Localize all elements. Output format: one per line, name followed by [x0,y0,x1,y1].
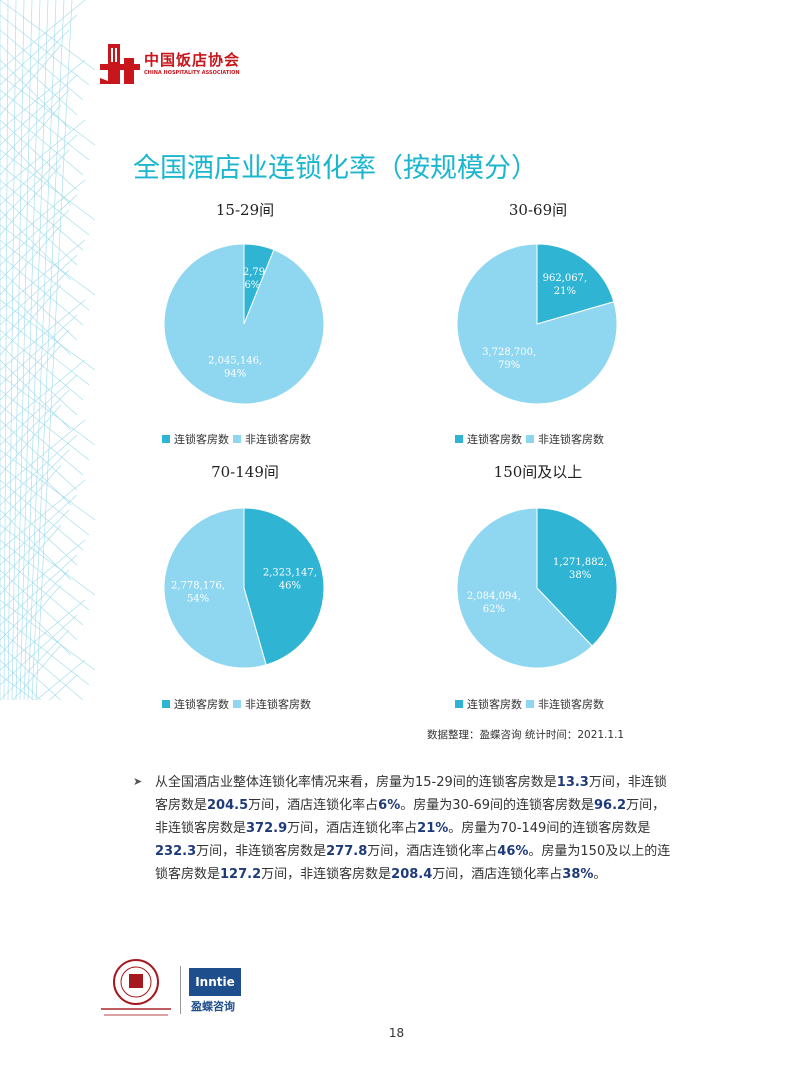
paragraph-text: 万间，非连锁客房数是 [196,844,327,859]
highlight-value: 13.3 [556,775,589,790]
chart-title-4: 150间及以上 [493,463,583,481]
highlight-value: 6% [378,798,401,813]
summary-paragraph: 从全国酒店业整体连锁化率情况来看，房量为15-29间的连锁客房数是13.3万间，… [155,771,675,886]
slice-percent-label: 46% [279,581,301,592]
slice-percent-label: 54% [187,593,209,604]
pie-slice-chain [536,507,618,647]
pie-slice-nonchain [163,507,267,669]
paragraph-text: 万间，酒店连锁化率占 [432,867,563,882]
pie-slice-chain [536,243,615,325]
legend-2: 连锁客房数 非连锁客房数 [455,431,604,447]
legend-swatch-nonchain [233,435,241,443]
highlight-value: 21% [417,821,449,836]
page-number: 18 [388,1026,405,1040]
slice-percent-label: 62% [483,604,505,615]
legend-label-nonchain: 非连锁客房数 [245,698,311,711]
legend-label-chain: 连锁客房数 [467,433,522,446]
legend-swatch-chain [455,435,463,443]
paragraph-text: 万间，非连锁客房数是 [155,798,666,836]
slice-value-label: 1,271,882, [553,557,607,568]
arrow-bullet-icon: ➤ [133,775,143,788]
slice-value-label: 2,778,176, [171,580,225,591]
org-name: 中国饭店协会 [144,51,241,69]
org-name-en: CHINA HOSPITALITY ASSOCIATION [144,70,240,76]
highlight-value: 277.8 [326,844,368,859]
slice-value-label: 962,067, [543,273,588,284]
pie-slice-nonchain [456,243,618,405]
decorative-wire-pattern [0,0,96,700]
paragraph-text: 从全国酒店业整体连锁化率情况来看，房量为15-29间的连锁客房数是 [155,775,557,790]
highlight-value: 372.9 [246,821,288,836]
inntie-logo: Inntie [189,968,241,996]
pie-slice-nonchain [456,507,593,669]
legend-1: 连锁客房数 非连锁客房数 [162,431,311,447]
highlight-value: 38% [562,867,594,882]
slice-percent-label: 94% [224,369,246,380]
highlight-value: 232.3 [155,844,197,859]
inntie-logo-cn: 盈蝶咨询 [191,1000,235,1013]
cha-logo-icon [100,44,140,84]
slice-percent-label: 21% [554,286,576,297]
legend-label-chain: 连锁客房数 [174,433,229,446]
slice-value-label: 2,323,147, [263,568,317,579]
slice-percent-label: 6% [244,280,260,291]
legend-swatch-chain [455,700,463,708]
slice-percent-label: 38% [569,570,591,581]
chart-title-1: 15-29间 [215,201,275,219]
paragraph-text: 万间，非连锁客房数是 [261,867,392,882]
paragraph-text: 万间，酒店连锁化率占 [248,798,379,813]
pie-chart-2: 962,067, 21% 3,728,700, 79% [456,243,618,405]
pie-slice-chain [243,507,325,666]
institute-seal-logo [101,959,171,1016]
paragraph-text: 万间，非连锁客房数是 [155,775,667,813]
slice-value-label: 2,045,146, [208,356,262,367]
legend-swatch-chain [162,700,170,708]
legend-4: 连锁客房数 非连锁客房数 [455,696,604,712]
pie-chart-3: 2,323,147, 46% 2,778,176, 54% [163,507,325,669]
source-note: 数据整理：盈蝶咨询 统计时间：2021.1.1 [427,729,625,741]
slice-value-label: 132,798, [230,267,275,278]
legend-3: 连锁客房数 非连锁客房数 [162,696,311,712]
paragraph-text: 。 [593,867,607,882]
slice-value-label: 3,728,700, [482,347,536,358]
pie-slice-nonchain [163,243,325,405]
paragraph-text: 。房量为70-149间的连锁客房数是 [448,821,651,836]
legend-swatch-chain [162,435,170,443]
paragraph-text: 。房量为150及以上的连锁客房数是 [155,844,671,882]
paragraph-text: 。房量为30-69间的连锁客房数是 [400,798,595,813]
slice-percent-label: 79% [498,360,520,371]
highlight-value: 96.2 [594,798,627,813]
highlight-value: 204.5 [207,798,249,813]
legend-label-nonchain: 非连锁客房数 [538,433,604,446]
legend-label-chain: 连锁客房数 [467,698,522,711]
slice-value-label: 2,084,094, [467,591,521,602]
footer-divider [180,966,181,1014]
paragraph-text: 万间，酒店连锁化率占 [367,844,498,859]
pie-chart-4: 1,271,882, 38% 2,084,094, 62% [456,507,618,669]
pie-chart-1: 132,798, 6% 2,045,146, 94% [163,243,325,405]
legend-swatch-nonchain [526,700,534,708]
legend-label-nonchain: 非连锁客房数 [245,433,311,446]
legend-swatch-nonchain [233,700,241,708]
paragraph-text: 万间，酒店连锁化率占 [287,821,418,836]
highlight-value: 208.4 [391,867,433,882]
legend-label-chain: 连锁客房数 [174,698,229,711]
legend-swatch-nonchain [526,435,534,443]
chart-title-2: 30-69间 [508,201,568,219]
page-title: 全国酒店业连锁化率（按规模分） [133,153,538,184]
legend-label-nonchain: 非连锁客房数 [538,698,604,711]
chart-title-3: 70-149间 [211,463,279,481]
highlight-value: 127.2 [220,867,262,882]
highlight-value: 46% [497,844,529,859]
